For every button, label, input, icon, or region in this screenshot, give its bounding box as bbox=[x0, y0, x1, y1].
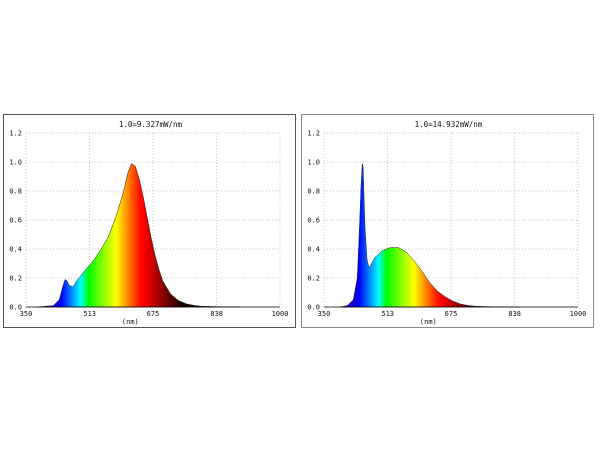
scale-annotation: 1.0=9.327mW/nm bbox=[119, 120, 183, 129]
x-tick-label: 350 bbox=[20, 310, 33, 318]
spectrum-area bbox=[37, 163, 241, 308]
x-tick-label: 838 bbox=[210, 310, 223, 318]
x-tick-label: 513 bbox=[83, 310, 96, 318]
x-tick-label: 350 bbox=[318, 310, 331, 318]
x-tick-label: 675 bbox=[445, 310, 458, 318]
spectrum-plot-left: 0.0 0.2 0.4 0.6 0.8 1.0 1.2 350 513 675 838 1000 (nm… bbox=[9, 120, 289, 326]
y-tick-label: 0.6 bbox=[9, 217, 22, 225]
y-tick-label: 1.0 bbox=[307, 159, 320, 167]
y-tick-label: 0.8 bbox=[307, 188, 320, 196]
y-tick-label: 1.2 bbox=[307, 130, 320, 138]
y-tick-label: 0.4 bbox=[9, 246, 22, 254]
x-axis-label: (nm) bbox=[420, 318, 437, 326]
y-tick-label: 1.0 bbox=[9, 159, 22, 167]
x-tick-label: 513 bbox=[381, 310, 394, 318]
y-tick-label: 0.6 bbox=[307, 217, 320, 225]
spectrum-area bbox=[339, 163, 520, 308]
y-tick-label: 0.2 bbox=[307, 275, 320, 283]
x-tick-label: 675 bbox=[147, 310, 160, 318]
x-axis-label: (nm) bbox=[122, 318, 139, 326]
x-tick-label: 1000 bbox=[272, 310, 289, 318]
spectrum-chart-right: 0.0 0.2 0.4 0.6 0.8 1.0 1.2 350 513 675 838 1000 (nm… bbox=[301, 114, 594, 328]
y-tick-label: 0.2 bbox=[9, 275, 22, 283]
y-tick-label: 0.4 bbox=[307, 246, 320, 254]
spectrum-chart-left: 0.0 0.2 0.4 0.6 0.8 1.0 1.2 350 513 675 838 1000 (nm… bbox=[3, 114, 296, 328]
spectrum-plot-right: 0.0 0.2 0.4 0.6 0.8 1.0 1.2 350 513 675 838 1000 (nm… bbox=[307, 120, 587, 326]
x-tick-label: 838 bbox=[508, 310, 521, 318]
y-tick-label: 0.0 bbox=[307, 304, 320, 312]
y-tick-label: 0.8 bbox=[9, 188, 22, 196]
y-tick-label: 1.2 bbox=[9, 130, 22, 138]
scale-annotation: 1.0=14.932mW/nm bbox=[415, 120, 483, 129]
x-tick-label: 1000 bbox=[570, 310, 587, 318]
y-tick-label: 0.0 bbox=[9, 304, 22, 312]
